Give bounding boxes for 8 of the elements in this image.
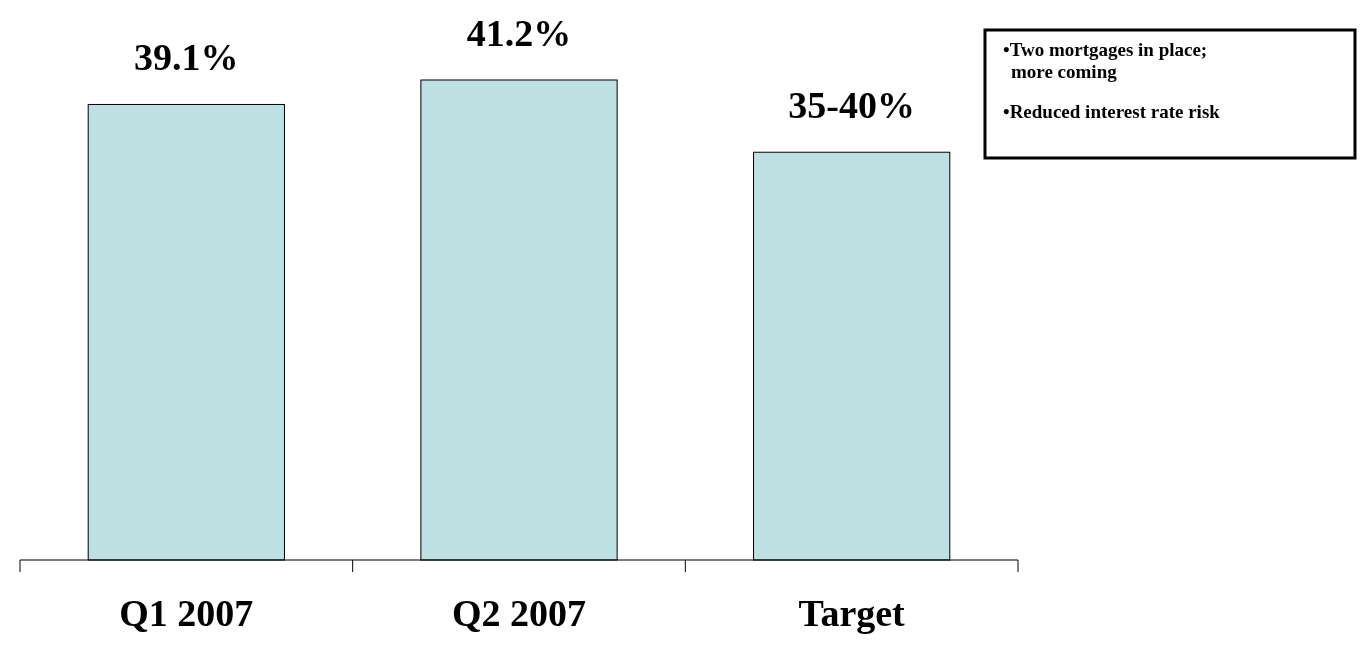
data-label: 35-40% [788,84,915,127]
x-tick-label: Q1 2007 [119,592,254,634]
data-label: 41.2% [466,12,572,54]
annotation: •Reduced interest rate risk [1003,101,1221,122]
x-tick-label: Q2 2007 [451,592,587,634]
annotation: •Two mortgages in place; more coming [1003,39,1208,82]
x-tick-label: Target [798,592,906,634]
data-label: 39.1% [134,36,239,79]
